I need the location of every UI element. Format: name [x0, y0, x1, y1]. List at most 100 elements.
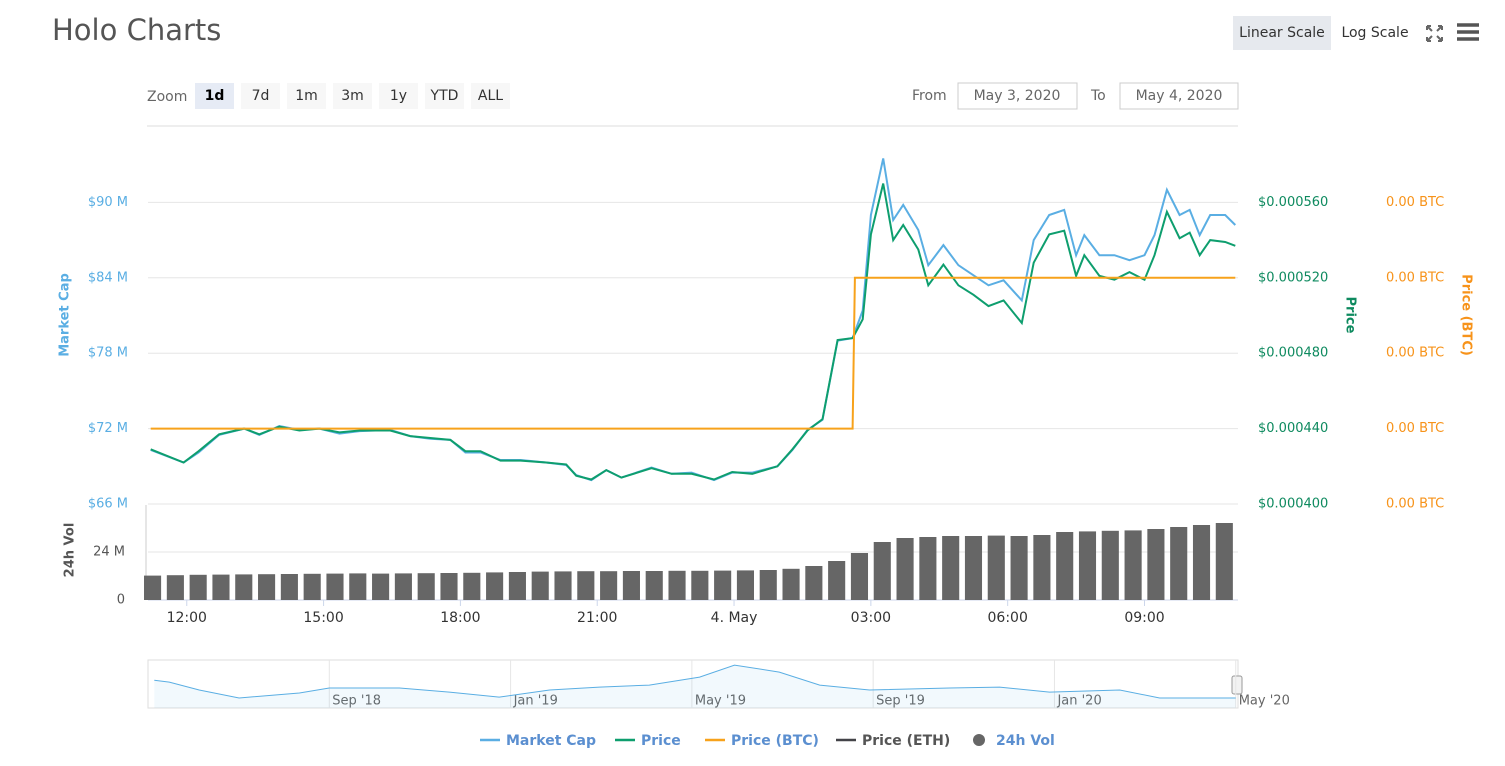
volume-bar: [189, 574, 207, 600]
volume-bar: [873, 542, 891, 600]
zoom-button[interactable]: [287, 83, 326, 109]
volume-bar: [714, 570, 732, 600]
from-input[interactable]: [957, 82, 1078, 110]
volume-bar: [782, 568, 800, 600]
volume-bar: [919, 537, 937, 600]
y2-tick-label: $0.000440: [1258, 421, 1328, 436]
volume-bar: [486, 572, 504, 600]
zoom-button[interactable]: [195, 83, 234, 109]
zoom-button[interactable]: [241, 83, 280, 109]
zoom-button-label[interactable]: 3m: [341, 88, 364, 104]
x-tick-label: 09:00: [1124, 610, 1164, 626]
zoom-button-label[interactable]: 1m: [295, 88, 318, 104]
scale-button[interactable]: [1233, 16, 1331, 50]
y-tick-label: $90 M: [88, 195, 128, 210]
volume-bar: [1101, 530, 1119, 600]
volume-bar: [987, 535, 1005, 600]
menu-icon[interactable]: [1457, 23, 1479, 41]
zoom-button[interactable]: [471, 83, 510, 109]
expand-icon[interactable]: [1426, 25, 1443, 42]
series-line: [150, 158, 1237, 482]
legend-label[interactable]: Price (BTC): [731, 733, 819, 749]
volume-bar: [394, 573, 412, 600]
volume-bar: [942, 536, 960, 600]
legend-symbol[interactable]: [973, 734, 985, 746]
legend-label[interactable]: 24h Vol: [996, 733, 1055, 749]
volume-bar: [1192, 525, 1211, 600]
volume-bar: [1147, 529, 1165, 600]
volume-bar: [1056, 532, 1074, 600]
zoom-button-label[interactable]: 1y: [390, 88, 407, 104]
y3-tick-label: 0.00 BTC: [1386, 270, 1444, 285]
zoom-button[interactable]: [425, 83, 464, 109]
volume-bar: [805, 566, 823, 600]
x-tick-label: 12:00: [167, 610, 207, 626]
volume-bar: [258, 574, 276, 600]
volume-bar: [212, 574, 230, 600]
series-line: [150, 276, 1236, 430]
zoom-button-label[interactable]: 7d: [252, 88, 270, 104]
navigator-tick-label: May '19: [695, 694, 746, 709]
volume-bar: [440, 573, 458, 600]
navigator-tick-label: May '20: [1239, 694, 1290, 709]
volume-bar: [691, 570, 709, 600]
volume-bar: [645, 571, 663, 600]
series-line: [150, 183, 1236, 481]
legend-label[interactable]: Market Cap: [506, 733, 596, 749]
zoom-button[interactable]: [379, 83, 418, 109]
y-tick-label: $84 M: [88, 270, 128, 285]
volume-bar: [508, 572, 526, 600]
volume-bar: [144, 575, 162, 600]
volume-axis-title: 24h Vol: [63, 523, 78, 578]
navigator-tick-label: Jan '19: [513, 694, 558, 709]
volume-bar: [303, 573, 321, 600]
y-tick-label: $72 M: [88, 421, 128, 436]
y2-tick-label: $0.000400: [1258, 497, 1328, 512]
zoom-button-label[interactable]: ALL: [478, 88, 503, 104]
volume-bar: [326, 573, 344, 600]
volume-bar: [349, 573, 367, 600]
navigator-handle[interactable]: [1231, 675, 1243, 695]
from-value[interactable]: May 3, 2020: [974, 88, 1061, 104]
scale-button[interactable]: [1337, 16, 1413, 50]
navigator-tick-label: Jan '20: [1056, 694, 1101, 709]
from-label: From: [912, 88, 947, 104]
volume-tick-label: 24 M: [93, 545, 125, 560]
legend-label[interactable]: Price: [641, 733, 681, 749]
y2-axis-title: Price: [1343, 297, 1358, 334]
volume-bar: [896, 538, 914, 600]
scale-button-label[interactable]: Log Scale: [1341, 25, 1408, 41]
x-tick-label: 18:00: [440, 610, 480, 626]
volume-bar: [577, 571, 595, 600]
volume-bar: [417, 573, 435, 600]
volume-bar: [235, 574, 253, 600]
legend-label[interactable]: Price (ETH): [862, 733, 950, 749]
volume-bar: [600, 571, 618, 600]
y2-tick-label: $0.000560: [1258, 195, 1328, 210]
y3-tick-label: 0.00 BTC: [1386, 421, 1444, 436]
scale-button-label[interactable]: Linear Scale: [1239, 25, 1325, 41]
volume-bar: [554, 571, 572, 600]
x-tick-label: 15:00: [303, 610, 343, 626]
navigator-tick-label: Sep '19: [876, 694, 925, 709]
x-tick-label: 06:00: [988, 610, 1028, 626]
x-tick-label: 4. May: [711, 610, 758, 626]
to-value[interactable]: May 4, 2020: [1136, 88, 1223, 104]
to-input[interactable]: [1119, 82, 1239, 110]
navigator-line: [154, 664, 1236, 699]
y3-axis-title: Price (BTC): [1459, 274, 1474, 356]
y2-tick-label: $0.000480: [1258, 346, 1328, 361]
volume-bar: [280, 574, 298, 600]
navigator-tick-label: Sep '18: [332, 694, 381, 709]
y3-tick-label: 0.00 BTC: [1386, 195, 1444, 210]
zoom-button[interactable]: [333, 83, 372, 109]
zoom-label: Zoom: [147, 89, 187, 105]
zoom-button-label[interactable]: 1d: [205, 88, 225, 104]
y-axis-title: Market Cap: [58, 273, 73, 357]
y-tick-label: $66 M: [88, 497, 128, 512]
volume-bar: [1215, 523, 1233, 600]
volume-bar: [1010, 536, 1028, 600]
volume-bar: [463, 572, 481, 600]
zoom-button-label[interactable]: YTD: [430, 88, 459, 104]
